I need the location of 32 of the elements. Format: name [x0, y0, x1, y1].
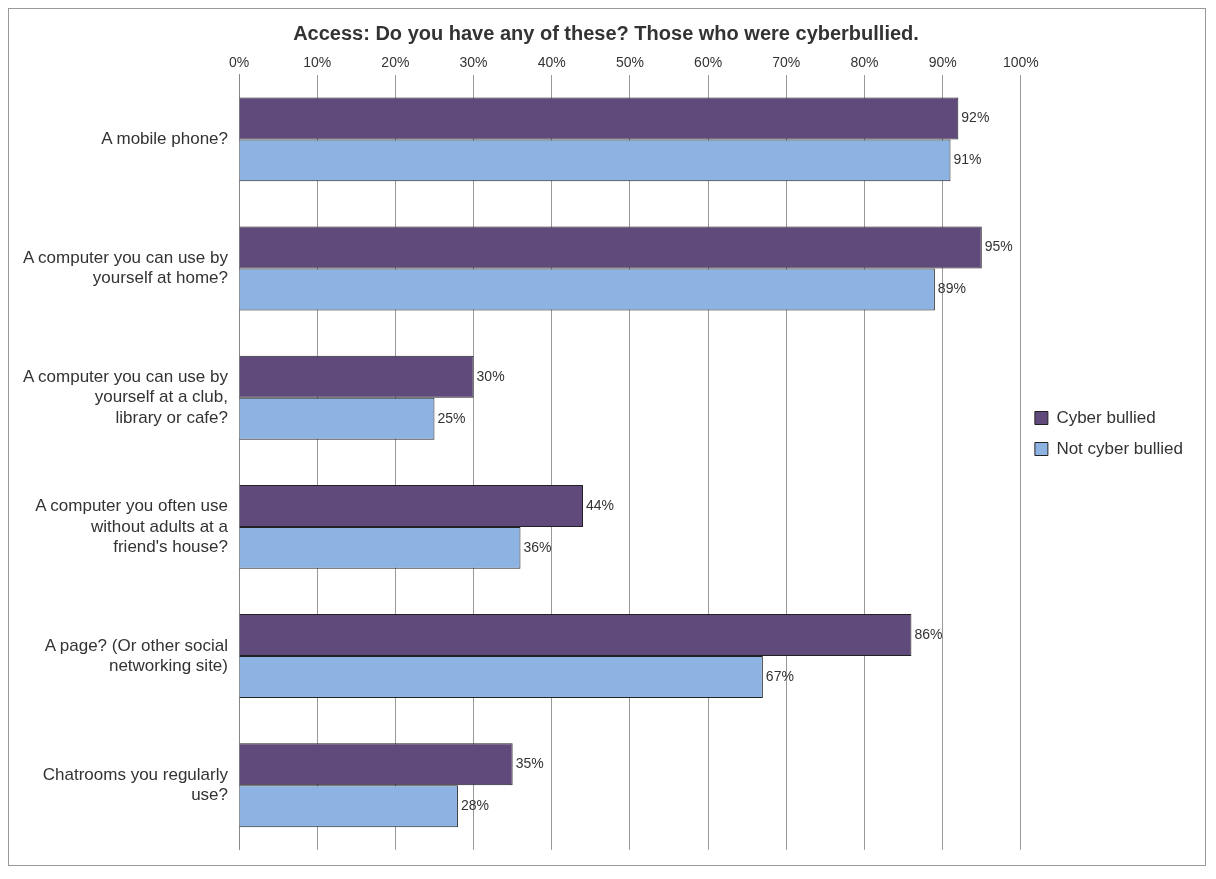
chart-title: Access: Do you have any of these? Those who were cyberbullied. [293, 21, 919, 44]
x-tick-label: 50% [615, 54, 644, 71]
data-label: 91% [953, 151, 982, 168]
data-label: 67% [765, 667, 794, 684]
data-label: 30% [476, 367, 505, 384]
data-label: 25% [437, 409, 466, 426]
y-tick-label: A mobile phone? [101, 129, 228, 149]
data-label: 36% [523, 538, 552, 555]
data-label: 35% [515, 755, 544, 772]
data-label: 28% [460, 797, 489, 814]
data-label: 44% [586, 496, 615, 513]
x-tick-label: 90% [928, 54, 957, 71]
data-label: 95% [984, 238, 1013, 255]
x-tick-label: 40% [537, 54, 566, 71]
x-tick-label: 60% [694, 54, 723, 71]
y-tick-label: A computer you often use without adults at a friend's house? [35, 496, 229, 556]
x-tick-label: 100% [1002, 54, 1039, 71]
y-tick-label: A page? (Or other social networking site) [44, 635, 228, 675]
x-tick-label: 0% [228, 54, 250, 71]
x-tick-label: 10% [303, 54, 332, 71]
data-label: 92% [961, 109, 990, 126]
legend-label: Cyber bullied [1056, 407, 1156, 427]
x-tick-label: 30% [459, 54, 488, 71]
y-tick-label: A computer you can use by yourself at a club, library or cafe? [22, 367, 229, 427]
x-tick-label: 20% [381, 54, 410, 71]
data-label: 86% [914, 625, 943, 642]
y-tick-label: Chatrooms you regularly use? [42, 764, 229, 805]
y-tick-label: A computer you can use by yourself at home? [22, 248, 229, 288]
legend-label: Not cyber bullied [1056, 438, 1183, 458]
data-label: 89% [937, 280, 966, 297]
x-tick-label: 70% [772, 54, 801, 71]
x-tick-label: 80% [850, 54, 879, 71]
